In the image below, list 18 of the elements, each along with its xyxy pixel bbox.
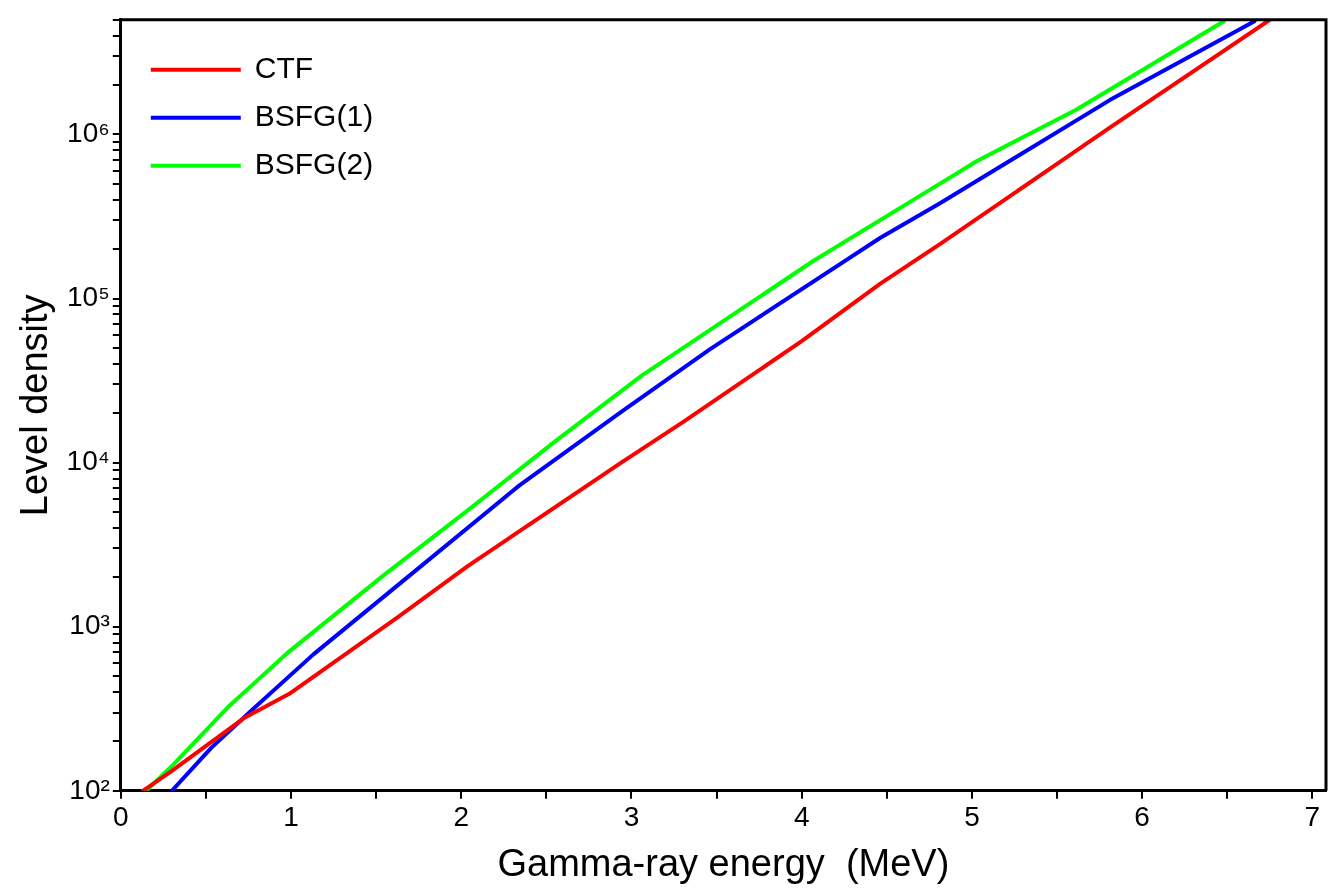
x-tick-label: 1 bbox=[283, 801, 299, 833]
y-tick-label: 10⁵ bbox=[67, 281, 110, 313]
y-tick-label: 10⁶ bbox=[67, 117, 110, 149]
legend-label: BSFG(2) bbox=[254, 147, 374, 181]
x-axis-title: Gamma-ray energy (MeV) bbox=[497, 841, 950, 884]
x-tick-label: 5 bbox=[964, 801, 980, 833]
x-tick-label: 6 bbox=[1134, 801, 1150, 833]
x-tick-label: 2 bbox=[453, 801, 470, 833]
x-tick-label: 7 bbox=[1304, 801, 1321, 833]
y-tick-label: 10⁴ bbox=[66, 445, 110, 477]
y-axis-title: Level density bbox=[13, 294, 56, 517]
legend-label: BSFG(1) bbox=[254, 99, 374, 133]
y-tick-label: 10³ bbox=[69, 609, 110, 641]
x-tick-label: 3 bbox=[623, 801, 640, 833]
x-tick-label: 4 bbox=[793, 801, 810, 833]
legend-label: CTF bbox=[254, 51, 314, 85]
y-tick-label: 10² bbox=[69, 773, 110, 805]
x-tick-label: 0 bbox=[112, 801, 129, 833]
